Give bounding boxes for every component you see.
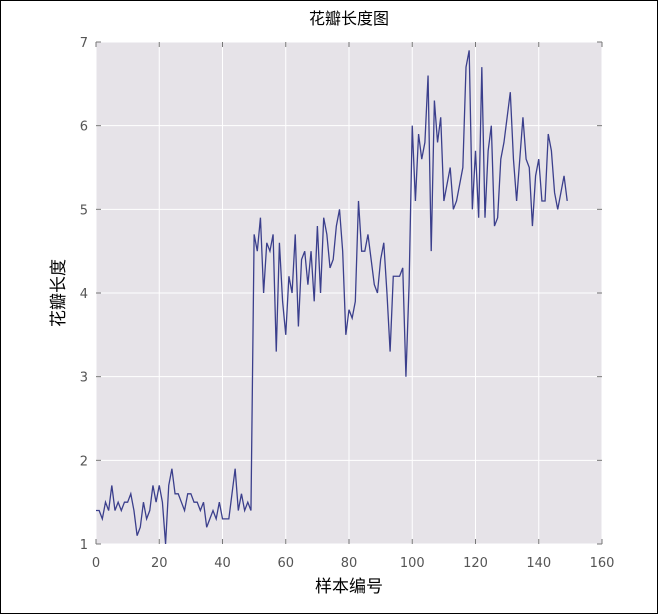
x-axis-label: 样本编号 [315, 577, 383, 597]
x-tick-label: 140 [526, 556, 551, 571]
chart-title: 花瓣长度图 [309, 9, 389, 28]
x-tick-label: 160 [590, 556, 615, 571]
y-tick-label: 7 [80, 36, 88, 51]
y-tick-label: 3 [80, 371, 88, 386]
x-tick-label: 100 [400, 556, 425, 571]
x-tick-label: 60 [277, 556, 294, 571]
x-tick-label: 20 [151, 556, 168, 571]
axis-ticks [95, 41, 603, 545]
y-tick-label: 6 [80, 120, 88, 135]
y-axis-label: 花瓣长度 [49, 259, 69, 327]
x-tick-labels: 0 20 40 60 80 100 120 140 160 [92, 556, 615, 571]
x-tick-label: 80 [341, 556, 358, 571]
x-tick-label: 120 [463, 556, 488, 571]
y-tick-label: 4 [80, 287, 88, 302]
y-tick-label: 2 [80, 454, 88, 469]
series-line [96, 50, 568, 545]
y-tick-label: 1 [80, 538, 88, 553]
x-tick-label: 0 [92, 556, 100, 571]
y-tick-label: 5 [80, 203, 88, 218]
y-tick-labels: 1 2 3 4 5 6 7 [80, 36, 88, 553]
x-tick-label: 40 [214, 556, 231, 571]
